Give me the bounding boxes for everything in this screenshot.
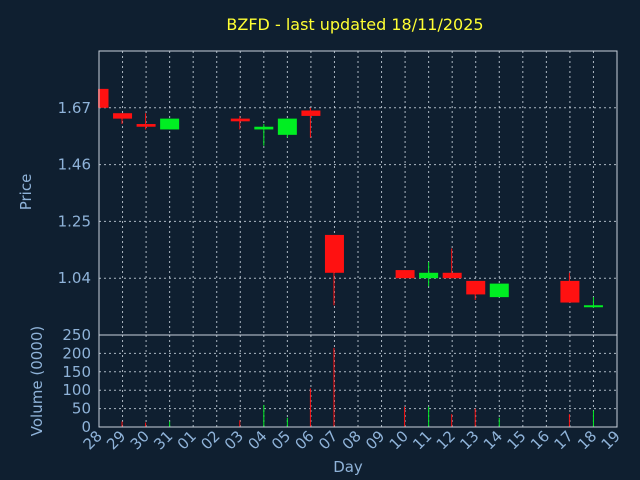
x-tick-label: 15 <box>503 427 529 453</box>
volume-tick-label: 200 <box>62 344 91 362</box>
x-tick-label: 19 <box>598 427 624 453</box>
price-tick-label: 1.46 <box>58 156 91 174</box>
volume-bars <box>121 347 594 427</box>
price-grid <box>98 51 618 335</box>
x-tick-label: 04 <box>244 427 270 453</box>
volume-tick-label: 250 <box>62 326 91 344</box>
candle-body <box>583 305 603 308</box>
candle-body <box>560 280 580 303</box>
price-tick-labels: 1.67 1.46 1.25 1.04 <box>58 99 91 287</box>
candle-body <box>254 126 274 130</box>
volume-tick-label: 150 <box>62 363 91 381</box>
volume-panel-frame <box>98 334 618 428</box>
x-tick-label: 06 <box>292 427 318 453</box>
volume-tick-label: 50 <box>72 400 91 418</box>
x-tick-label: 17 <box>551 427 577 453</box>
x-tick-label: 31 <box>150 427 176 453</box>
x-tick-label: 09 <box>362 427 388 453</box>
candle-body <box>160 118 180 130</box>
price-tick-label: 1.25 <box>58 212 91 230</box>
candle-body <box>136 124 156 127</box>
x-tick-label: 08 <box>339 427 365 453</box>
x-tick-labels: 2829303101020304050607080910111213141516… <box>80 427 624 453</box>
x-tick-label: 05 <box>268 427 294 453</box>
x-axis-label: Day <box>333 458 363 476</box>
candle-body <box>301 110 321 116</box>
price-tick-label: 1.67 <box>58 99 91 117</box>
candle-body <box>442 272 462 279</box>
volume-tick-label: 100 <box>62 381 91 399</box>
x-tick-label: 29 <box>103 427 129 453</box>
x-tick-label: 03 <box>221 427 247 453</box>
candle-body <box>277 118 297 135</box>
candle-body <box>99 88 109 108</box>
x-tick-label: 02 <box>197 427 223 453</box>
x-tick-label: 30 <box>127 427 153 453</box>
y-axis-label: Price <box>17 174 35 211</box>
candles <box>98 88 603 308</box>
chart-title: BZFD - last updated 18/11/2025 <box>226 15 483 34</box>
candle-body <box>230 118 250 122</box>
price-tick-label: 1.04 <box>58 269 91 287</box>
candle-body <box>113 113 133 119</box>
x-tick-label: 13 <box>456 427 482 453</box>
x-tick-label: 12 <box>433 427 459 453</box>
x-tick-label: 14 <box>480 427 506 453</box>
volume-grid <box>98 335 618 427</box>
candle-body <box>324 234 344 273</box>
volume-axis-label: Volume (0000) <box>28 326 46 436</box>
x-tick-label: 18 <box>574 427 600 453</box>
x-tick-label: 01 <box>174 427 200 453</box>
x-tick-label: 07 <box>315 427 341 453</box>
candle-body <box>395 270 415 279</box>
candle-body <box>419 272 439 279</box>
x-tick-label: 11 <box>409 427 435 453</box>
candle-body <box>466 280 486 295</box>
x-tick-label: 16 <box>527 427 553 453</box>
x-tick-label: 10 <box>386 427 412 453</box>
volume-tick-label: 0 <box>81 418 91 436</box>
candle-body <box>489 283 509 298</box>
